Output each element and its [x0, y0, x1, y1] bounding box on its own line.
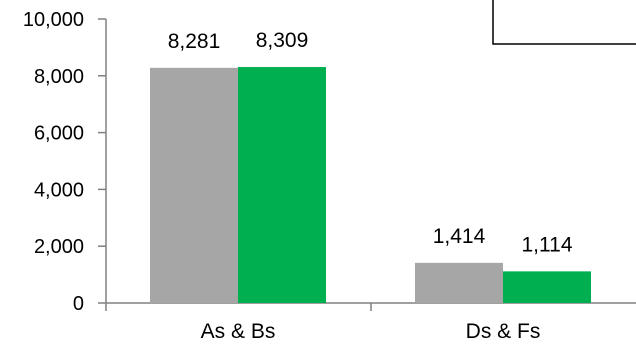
data-label: 1,114 [522, 233, 573, 256]
x-category-label: Ds & Fs [466, 320, 541, 343]
bar [238, 67, 326, 303]
data-label: 1,414 [433, 225, 486, 248]
y-tick-label: 8,000 [34, 66, 84, 88]
bar [415, 262, 503, 303]
data-label: 8,281 [168, 30, 221, 53]
category-labels: As & Bs Ds & Fs [201, 320, 541, 343]
y-tick-label: 0 [73, 293, 84, 315]
y-tick-label: 6,000 [34, 123, 84, 145]
bar [503, 271, 591, 303]
data-labels: 8,281 8,309 1,414 1,114 [168, 29, 573, 256]
legend-box [492, 0, 636, 45]
x-category-label: As & Bs [201, 320, 276, 343]
bar [150, 67, 238, 303]
y-ticks: 0 2,000 4,000 6,000 8,000 10,000 [23, 9, 106, 315]
data-label: 8,309 [256, 29, 309, 52]
x-ticks [105, 303, 372, 311]
y-tick-label: 2,000 [34, 236, 84, 258]
y-tick-label: 4,000 [34, 179, 84, 201]
y-tick-label: 10,000 [23, 9, 84, 31]
bars [150, 67, 591, 303]
